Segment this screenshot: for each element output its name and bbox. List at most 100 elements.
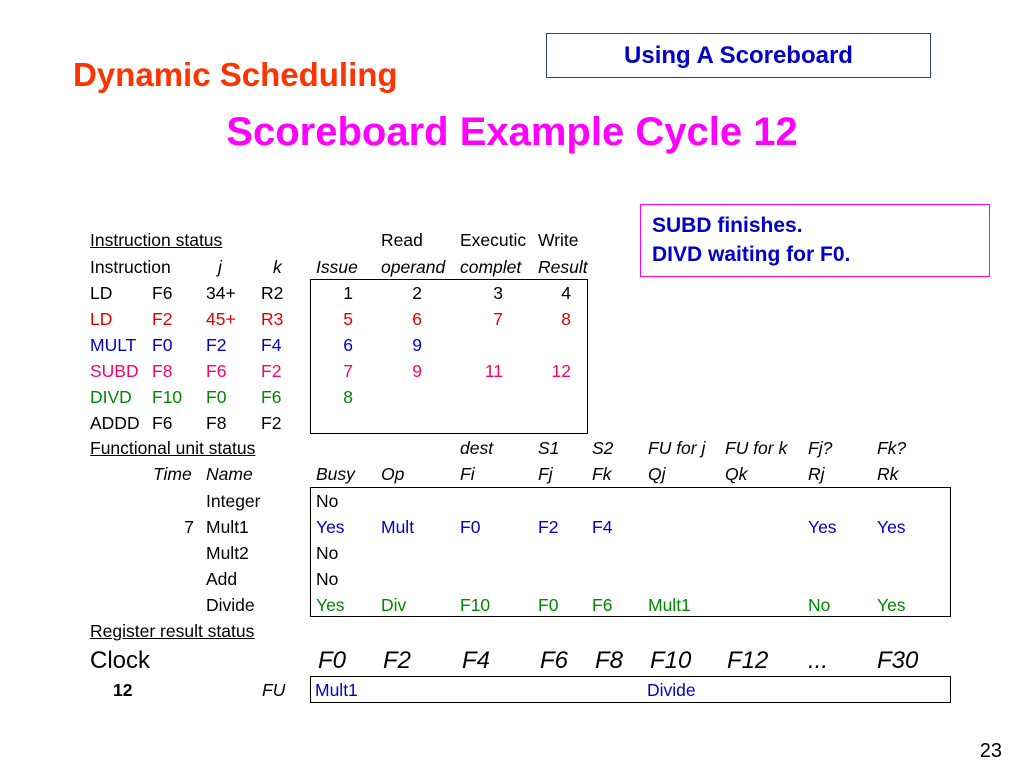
- header-op: Op: [381, 464, 405, 484]
- instruction-issue: 6: [343, 335, 353, 355]
- header-qj: Qj: [648, 464, 666, 484]
- instruction-dest: F6: [152, 283, 173, 303]
- functional-unit-status-label: Functional unit status: [90, 438, 256, 458]
- register-header: F0: [318, 647, 347, 674]
- header-fi: Fi: [460, 464, 475, 484]
- fu-rk: Yes: [877, 595, 906, 615]
- instruction-read-operands: 9: [412, 335, 422, 355]
- instruction-write-result: 12: [551, 361, 571, 381]
- register-header: F4: [462, 647, 491, 674]
- header-name: Name: [206, 464, 253, 484]
- instruction-op: LD: [90, 283, 113, 303]
- section-title: Dynamic Scheduling: [73, 56, 398, 93]
- functional-unit-frame: [310, 487, 951, 617]
- instruction-status-frame: [310, 279, 588, 434]
- clock-value: 12: [113, 680, 133, 700]
- register-result-frame: [310, 676, 951, 703]
- instruction-j: 34+: [206, 283, 236, 303]
- header-qk: Qk: [725, 464, 748, 484]
- header-s2: S2: [592, 438, 614, 458]
- header-rk: Rk: [877, 464, 899, 484]
- instruction-dest: F6: [152, 413, 173, 433]
- header-s1: S1: [538, 438, 560, 458]
- instruction-execution-complete: 3: [493, 283, 503, 303]
- topic-label: Using A Scoreboard: [624, 41, 853, 69]
- fu-rj: Yes: [808, 517, 837, 537]
- header-instruction: Instruction: [90, 257, 171, 277]
- fu-fj: F2: [538, 517, 559, 537]
- fu-name: Integer: [206, 491, 261, 511]
- fu-name: Add: [206, 569, 238, 589]
- fu-name: Mult1: [206, 517, 249, 537]
- instruction-op: SUBD: [90, 361, 139, 381]
- page-number: 23: [979, 740, 1002, 762]
- header-operands: operand: [381, 257, 446, 277]
- fu-fk: F4: [592, 517, 613, 537]
- instruction-execution-complete: 11: [484, 361, 503, 381]
- header-fu-j: FU for j: [648, 438, 706, 458]
- fu-op: Div: [381, 595, 407, 615]
- instruction-j: F8: [206, 413, 227, 433]
- slide-title: Scoreboard Example Cycle 12: [226, 110, 798, 154]
- fu-time: 7: [184, 517, 194, 537]
- instruction-dest: F8: [152, 361, 173, 381]
- fu-busy: No: [316, 543, 339, 563]
- topic-label-box: Using A Scoreboard: [546, 33, 931, 78]
- header-j: j: [218, 257, 222, 277]
- fu-fi: F0: [460, 517, 481, 537]
- fu-name: Divide: [206, 595, 255, 615]
- register-header: F8: [595, 647, 624, 674]
- instruction-write-result: 4: [561, 283, 571, 303]
- register-value: Mult1: [315, 680, 358, 700]
- fu-rj: No: [808, 595, 831, 615]
- fu-busy: Yes: [316, 595, 345, 615]
- instruction-execution-complete: 7: [493, 309, 503, 329]
- instruction-dest: F0: [152, 335, 173, 355]
- register-header: F12: [727, 647, 769, 674]
- instruction-issue: 1: [343, 283, 353, 303]
- instruction-k: F6: [261, 387, 282, 407]
- fu-label: FU: [262, 680, 286, 700]
- header-fj: Fj: [538, 464, 553, 484]
- note-box: SUBD finishes. DIVD waiting for F0.: [640, 204, 990, 277]
- instruction-k: F4: [261, 335, 282, 355]
- fu-busy: Yes: [316, 517, 345, 537]
- register-header: ...: [808, 647, 829, 674]
- fu-fk: F6: [592, 595, 613, 615]
- header-execution: Executic: [460, 230, 527, 250]
- instruction-j: F2: [206, 335, 227, 355]
- instruction-issue: 7: [343, 361, 353, 381]
- instruction-issue: 5: [343, 309, 353, 329]
- fu-busy: No: [316, 491, 339, 511]
- instruction-op: LD: [90, 309, 113, 329]
- header-fu-k: FU for k: [725, 438, 788, 458]
- header-fk-ready: Fk?: [877, 438, 907, 458]
- fu-op: Mult: [381, 517, 415, 537]
- instruction-op: ADDD: [90, 413, 140, 433]
- instruction-k: R3: [261, 309, 284, 329]
- clock-label: Clock: [90, 647, 151, 674]
- fu-qj: Mult1: [648, 595, 691, 615]
- fu-fj: F0: [538, 595, 559, 615]
- header-fj-ready: Fj?: [808, 438, 833, 458]
- instruction-status-label: Instruction status: [90, 230, 223, 250]
- instruction-j: F6: [206, 361, 227, 381]
- instruction-k: F2: [261, 361, 282, 381]
- instruction-j: F0: [206, 387, 227, 407]
- instruction-read-operands: 2: [412, 283, 422, 303]
- note-line-1: SUBD finishes.: [652, 214, 803, 237]
- instruction-dest: F2: [152, 309, 173, 329]
- fu-rk: Yes: [877, 517, 906, 537]
- instruction-write-result: 8: [561, 309, 571, 329]
- register-result-status-label: Register result status: [90, 621, 255, 641]
- fu-name: Mult2: [206, 543, 249, 563]
- register-value: Divide: [647, 680, 696, 700]
- register-header: F2: [383, 647, 412, 674]
- header-issue: Issue: [316, 257, 358, 277]
- instruction-issue: 8: [343, 387, 353, 407]
- register-header: F30: [877, 647, 919, 674]
- note-line-2: DIVD waiting for F0.: [652, 243, 851, 266]
- header-rj: Rj: [808, 464, 825, 484]
- header-write: Write: [538, 230, 579, 250]
- instruction-k: F2: [261, 413, 282, 433]
